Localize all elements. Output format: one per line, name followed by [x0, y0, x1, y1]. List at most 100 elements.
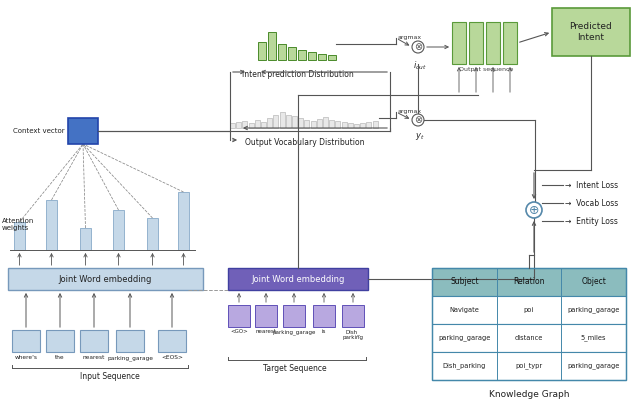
FancyBboxPatch shape	[178, 192, 189, 250]
Text: Input Sequence: Input Sequence	[80, 372, 140, 381]
Text: Dish_
parking: Dish_ parking	[342, 329, 364, 341]
FancyBboxPatch shape	[308, 52, 316, 60]
FancyBboxPatch shape	[278, 44, 286, 60]
Text: 5_miles: 5_miles	[581, 335, 607, 342]
Text: <EOS>: <EOS>	[161, 355, 183, 360]
FancyBboxPatch shape	[46, 200, 57, 250]
Text: the: the	[55, 355, 65, 360]
FancyBboxPatch shape	[310, 121, 316, 128]
FancyBboxPatch shape	[280, 112, 285, 128]
Text: Attention
weights: Attention weights	[2, 218, 35, 231]
Text: ⊗: ⊗	[414, 42, 422, 52]
FancyBboxPatch shape	[298, 50, 306, 60]
FancyBboxPatch shape	[255, 305, 277, 327]
FancyBboxPatch shape	[313, 305, 335, 327]
FancyBboxPatch shape	[432, 296, 626, 324]
Text: $i_{out}$: $i_{out}$	[413, 59, 427, 71]
Text: Joint Word embedding: Joint Word embedding	[252, 275, 345, 283]
Text: →  Entity Loss: → Entity Loss	[565, 217, 618, 225]
Text: Output sequence: Output sequence	[459, 67, 513, 72]
FancyBboxPatch shape	[323, 117, 328, 128]
FancyBboxPatch shape	[305, 120, 309, 128]
FancyBboxPatch shape	[348, 123, 353, 128]
FancyBboxPatch shape	[113, 210, 124, 250]
Text: parking_garage: parking_garage	[568, 307, 620, 314]
FancyBboxPatch shape	[248, 123, 253, 128]
FancyBboxPatch shape	[469, 22, 483, 64]
FancyBboxPatch shape	[46, 330, 74, 352]
Text: <GO>: <GO>	[230, 329, 248, 334]
FancyBboxPatch shape	[432, 352, 626, 380]
Text: $y_t$: $y_t$	[415, 131, 425, 142]
Text: nearest: nearest	[83, 355, 105, 360]
FancyBboxPatch shape	[158, 330, 186, 352]
FancyBboxPatch shape	[486, 22, 500, 64]
Text: is: is	[322, 329, 326, 334]
FancyBboxPatch shape	[328, 55, 336, 60]
FancyBboxPatch shape	[342, 122, 347, 128]
FancyBboxPatch shape	[329, 120, 334, 128]
Text: ⊗: ⊗	[414, 115, 422, 125]
FancyBboxPatch shape	[283, 305, 305, 327]
Text: Subject: Subject	[450, 278, 479, 286]
Text: Navigate: Navigate	[449, 307, 479, 313]
Text: parking_garage: parking_garage	[107, 355, 153, 361]
Text: argmax: argmax	[398, 110, 422, 115]
FancyBboxPatch shape	[503, 22, 517, 64]
FancyBboxPatch shape	[286, 115, 291, 128]
FancyBboxPatch shape	[342, 305, 364, 327]
Text: parking_garage: parking_garage	[272, 329, 316, 335]
FancyBboxPatch shape	[80, 330, 108, 352]
FancyBboxPatch shape	[366, 122, 371, 128]
FancyBboxPatch shape	[68, 118, 98, 144]
FancyBboxPatch shape	[298, 118, 303, 128]
FancyBboxPatch shape	[147, 218, 158, 250]
Text: Context vector: Context vector	[13, 128, 65, 134]
FancyBboxPatch shape	[268, 118, 272, 128]
Text: Object: Object	[581, 278, 606, 286]
FancyBboxPatch shape	[317, 119, 322, 128]
FancyBboxPatch shape	[255, 120, 260, 128]
Text: parking_garage: parking_garage	[438, 335, 490, 342]
FancyBboxPatch shape	[432, 268, 626, 296]
Text: $\oplus$: $\oplus$	[529, 204, 540, 217]
FancyBboxPatch shape	[354, 124, 359, 128]
FancyBboxPatch shape	[268, 32, 276, 60]
FancyBboxPatch shape	[243, 121, 248, 128]
FancyBboxPatch shape	[372, 121, 378, 128]
Text: Relation: Relation	[513, 278, 545, 286]
FancyBboxPatch shape	[80, 228, 91, 250]
Text: Intent prediction Distribution: Intent prediction Distribution	[242, 70, 354, 79]
Circle shape	[412, 41, 424, 53]
Text: Predicted
Intent: Predicted Intent	[570, 22, 612, 42]
Text: poi_typr: poi_typr	[515, 363, 543, 370]
FancyBboxPatch shape	[236, 122, 241, 128]
Text: where's: where's	[15, 355, 38, 360]
FancyBboxPatch shape	[261, 122, 266, 128]
Text: →  Vocab Loss: → Vocab Loss	[565, 199, 618, 207]
Text: Target Sequence: Target Sequence	[263, 364, 327, 373]
FancyBboxPatch shape	[228, 268, 368, 290]
FancyBboxPatch shape	[230, 123, 235, 128]
FancyBboxPatch shape	[228, 305, 250, 327]
Text: poi: poi	[524, 307, 534, 313]
Text: distance: distance	[515, 335, 543, 341]
FancyBboxPatch shape	[258, 42, 266, 60]
Text: Output Vocabulary Distribution: Output Vocabulary Distribution	[244, 138, 364, 147]
FancyBboxPatch shape	[12, 330, 40, 352]
Text: nearest: nearest	[255, 329, 276, 334]
FancyBboxPatch shape	[116, 330, 144, 352]
FancyBboxPatch shape	[432, 324, 626, 352]
FancyBboxPatch shape	[8, 268, 203, 290]
FancyBboxPatch shape	[318, 54, 326, 60]
Text: Joint Word embedding: Joint Word embedding	[59, 275, 152, 283]
FancyBboxPatch shape	[552, 8, 630, 56]
FancyBboxPatch shape	[292, 116, 297, 128]
Text: argmax: argmax	[398, 36, 422, 41]
FancyBboxPatch shape	[14, 222, 25, 250]
Text: →  Intent Loss: → Intent Loss	[565, 181, 618, 189]
Text: Dish_parking: Dish_parking	[443, 363, 486, 370]
Text: Knowledge Graph: Knowledge Graph	[489, 390, 569, 399]
FancyBboxPatch shape	[335, 121, 340, 128]
Text: parking_garage: parking_garage	[568, 363, 620, 370]
